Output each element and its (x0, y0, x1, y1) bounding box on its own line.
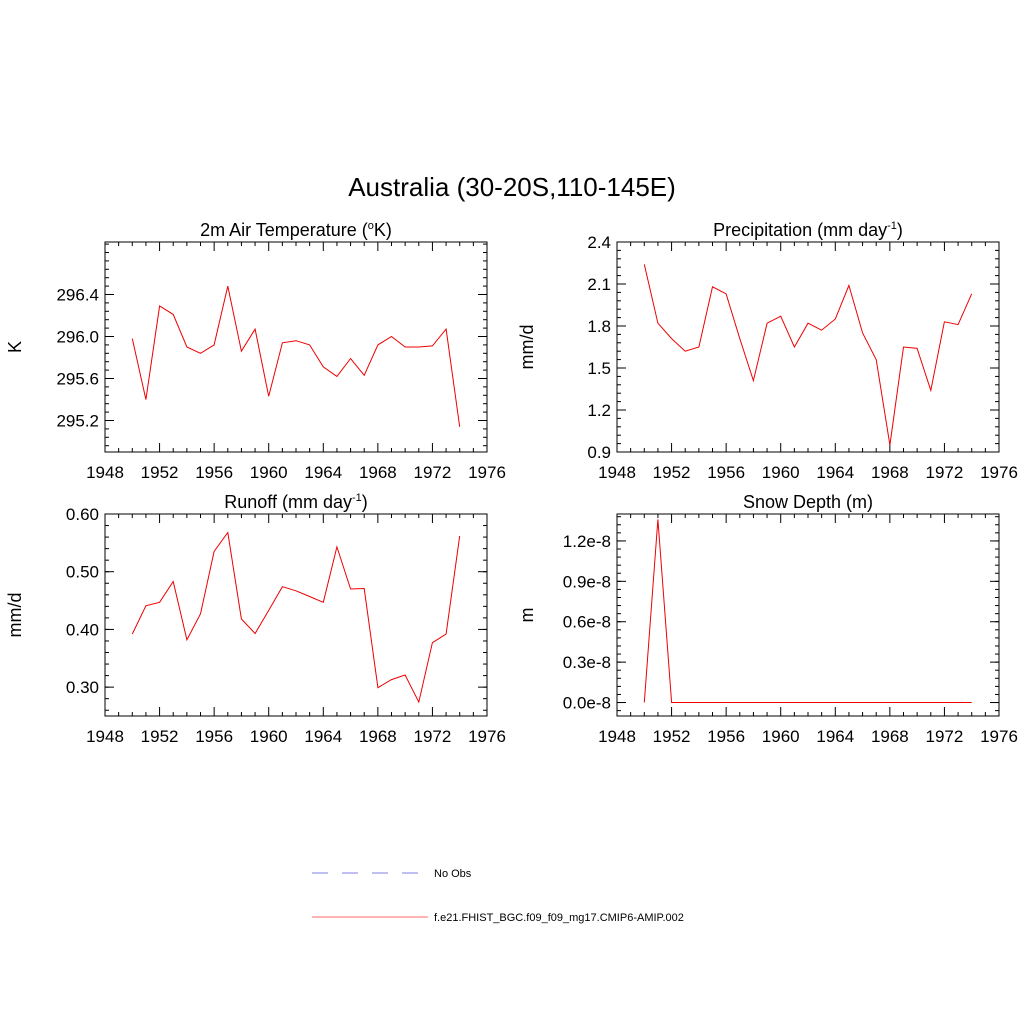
panel-title: 2m Air Temperature (oK) (200, 220, 392, 240)
panel-runoff: Runoff (mm day-1) mm/d 1948 1952 1956 1960 196… (5, 492, 506, 746)
y-tick-label: 0.0e-8 (563, 694, 611, 713)
y-tick-label: 1.2 (587, 401, 611, 420)
legend: No Obs f.e21.FHIST_BGC.f09_f09_mg17.CMIP… (312, 868, 684, 924)
y-tick-label: 1.8 (587, 317, 611, 336)
y-tick-label: 295.2 (56, 412, 99, 431)
y-tick-label: 0.40 (66, 620, 99, 639)
y-axis-label: mm/d (517, 325, 537, 370)
y-tick-label: 2.1 (587, 275, 611, 294)
y-tick-label: 0.30 (66, 678, 99, 697)
y-tick-label: 0.60 (66, 505, 99, 524)
x-tick-label: 1952 (141, 727, 179, 746)
x-tick-label: 1972 (926, 727, 964, 746)
y-tick-label: 2.4 (587, 233, 611, 252)
y-axis-label: K (5, 341, 25, 353)
plot-frame (104, 513, 488, 717)
y-tick-label: 0.9e-8 (563, 572, 611, 591)
panel-title: Runoff (mm day-1) (224, 492, 368, 512)
x-tick-label: 1948 (86, 463, 124, 482)
x-tick-label: 1968 (871, 463, 909, 482)
x-tick-label: 1960 (762, 727, 800, 746)
y-tick-label: 295.6 (56, 370, 99, 389)
x-tick-label: 1952 (653, 463, 691, 482)
panel-air-temperature: 2m Air Temperature (oK) K 1948 1952 1956 1960… (5, 220, 506, 482)
legend-label-model: f.e21.FHIST_BGC.f09_f09_mg17.CMIP6-AMIP.… (434, 912, 684, 924)
panel-title: Snow Depth (m) (743, 492, 873, 512)
x-tick-label: 1948 (86, 727, 124, 746)
y-tick-label: 296.4 (56, 286, 99, 305)
x-tick-label: 1960 (762, 463, 800, 482)
x-tick-label: 1976 (468, 463, 506, 482)
x-tick-label: 1976 (468, 727, 506, 746)
x-tick-label: 1968 (871, 727, 909, 746)
x-tick-label: 1960 (250, 463, 288, 482)
x-tick-label: 1964 (816, 727, 854, 746)
x-tick-label: 1972 (414, 463, 452, 482)
plot-frame (104, 241, 488, 453)
x-tick-label: 1956 (195, 463, 233, 482)
figure-title: Australia (30-20S,110-145E) (348, 172, 676, 202)
x-tick-label: 1968 (359, 727, 397, 746)
panel-precipitation: Precipitation (mm day-1) mm/d 1948 1952 1956… (517, 220, 1018, 482)
series-line (131, 285, 461, 427)
x-tick-label: 1964 (304, 463, 342, 482)
x-tick-label: 1972 (414, 727, 452, 746)
series-line (643, 264, 973, 446)
panel-title: Precipitation (mm day-1) (713, 220, 903, 240)
y-tick-label: 0.3e-8 (563, 653, 611, 672)
x-tick-label: 1956 (707, 463, 745, 482)
x-tick-label: 1952 (141, 463, 179, 482)
x-tick-label: 1976 (980, 463, 1018, 482)
series-line (131, 531, 461, 704)
y-tick-label: 0.6e-8 (563, 613, 611, 632)
x-tick-label: 1948 (598, 463, 636, 482)
x-tick-label: 1964 (816, 463, 854, 482)
x-tick-label: 1968 (359, 463, 397, 482)
x-tick-label: 1976 (980, 727, 1018, 746)
plot-frame (616, 513, 1000, 717)
plot-frame (616, 241, 1000, 453)
x-tick-label: 1960 (250, 727, 288, 746)
legend-label-no-obs: No Obs (434, 868, 472, 880)
x-tick-label: 1956 (707, 727, 745, 746)
y-axis-label: m (517, 608, 537, 623)
y-tick-label: 1.5 (587, 359, 611, 378)
y-tick-label: 296.0 (56, 328, 99, 347)
series-line (643, 519, 972, 703)
panel-snow-depth: Snow Depth (m) m 1948 1952 1956 1960 1964 1968 1… (517, 492, 1018, 746)
y-tick-label: 0.9 (587, 443, 611, 462)
x-tick-label: 1948 (598, 727, 636, 746)
x-tick-label: 1964 (304, 727, 342, 746)
x-tick-label: 1952 (653, 727, 691, 746)
x-tick-label: 1956 (195, 727, 233, 746)
y-tick-label: 1.2e-8 (563, 532, 611, 551)
y-tick-label: 0.50 (66, 563, 99, 582)
y-axis-label: mm/d (5, 593, 25, 638)
x-tick-label: 1972 (926, 463, 964, 482)
